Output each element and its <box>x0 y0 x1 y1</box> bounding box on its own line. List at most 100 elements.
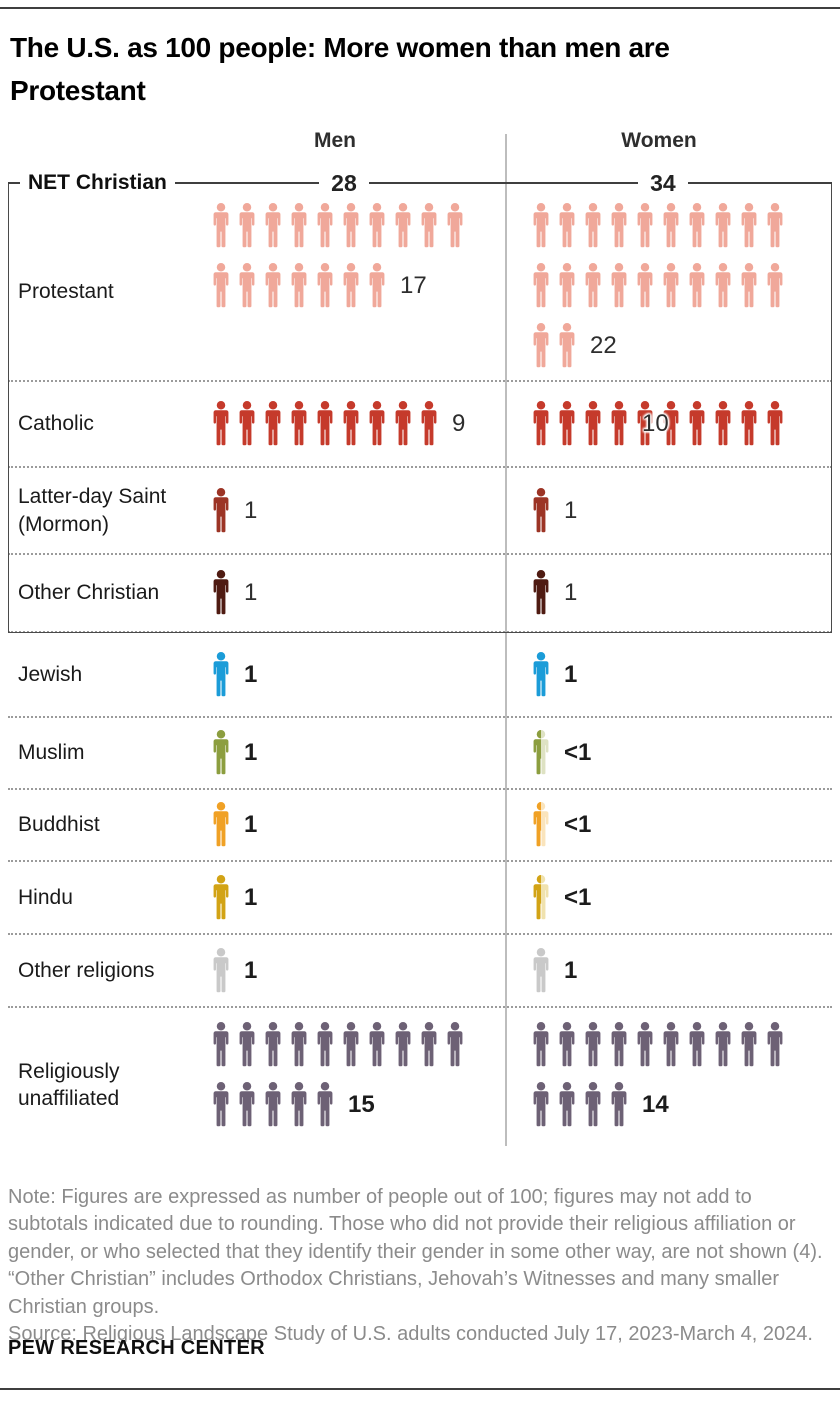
source-text: Source: Religious Landscape Study of U.S… <box>8 1322 813 1345</box>
person-icon <box>608 203 630 249</box>
person-icon <box>686 401 708 447</box>
men-icon-block: 1 <box>210 730 480 776</box>
men-icon-block: 1 <box>210 947 480 994</box>
men-count-label: 1 <box>244 811 258 838</box>
person-icon <box>210 1082 232 1128</box>
person-icon <box>686 1022 708 1068</box>
person-icon <box>314 1082 336 1128</box>
person-icon <box>340 203 362 249</box>
person-icon <box>530 203 552 249</box>
religion-label: Muslim <box>18 741 85 765</box>
women-count-label: <1 <box>564 739 592 766</box>
person-icon <box>236 1022 258 1068</box>
person-icon <box>288 203 310 249</box>
men-cell: 1 <box>200 555 497 631</box>
religion-row-other-christian: Other Christian 1 1 <box>8 555 832 633</box>
women-cell: 10 <box>497 382 832 466</box>
men-icon-block: 1 <box>210 802 480 848</box>
person-icon <box>608 1022 630 1068</box>
religion-row-catholic: Catholic 9 10 <box>8 382 832 468</box>
person-icon <box>530 730 552 776</box>
person-icon <box>262 401 284 447</box>
women-count-label: 1 <box>564 496 578 524</box>
men-count-label: 1 <box>244 496 258 524</box>
women-icon-block: 1 <box>530 570 800 616</box>
women-count-label: 14 <box>642 1091 669 1118</box>
top-rule <box>0 7 840 9</box>
women-icon-block: 1 <box>530 947 800 994</box>
person-icon <box>210 1022 232 1068</box>
column-divider-line <box>505 134 507 1146</box>
person-icon <box>608 263 630 309</box>
women-icon-block: 10 <box>530 401 800 447</box>
person-icon <box>738 263 760 309</box>
religion-label: Catholic <box>18 412 94 436</box>
person-icon <box>366 263 388 309</box>
person-icon <box>392 401 414 447</box>
page-title: The U.S. as 100 people: More women than … <box>10 32 670 107</box>
person-icon <box>530 947 552 994</box>
women-count-label: 1 <box>564 660 578 688</box>
person-icon <box>210 730 232 776</box>
person-icon <box>262 1082 284 1128</box>
person-icon <box>738 203 760 249</box>
pew-research-center-brand: PEW RESEARCH CENTER <box>8 1337 265 1359</box>
religion-label: Other Christian <box>18 581 160 605</box>
women-cell: 14 <box>497 1022 832 1148</box>
person-icon <box>366 401 388 447</box>
footnote-block: Note: Figures are expressed as number of… <box>8 1184 832 1348</box>
men-cell: 1 <box>200 718 497 788</box>
person-icon <box>686 263 708 309</box>
person-icon <box>634 203 656 249</box>
women-cell: 1 <box>497 555 832 631</box>
person-icon <box>314 1022 336 1068</box>
person-icon <box>262 203 284 249</box>
women-cell: 1 <box>497 935 832 1006</box>
person-icon <box>660 1022 682 1068</box>
religion-row-muslim: Muslim 1 <1 <box>8 718 832 790</box>
person-icon <box>530 570 552 616</box>
person-icon <box>392 203 414 249</box>
person-icon <box>444 1022 466 1068</box>
men-icon-block: 17 <box>210 203 480 309</box>
religion-row-other-religions: Other religions 1 1 <box>8 935 832 1008</box>
person-icon <box>314 263 336 309</box>
men-icon-block: 1 <box>210 570 480 616</box>
person-icon <box>686 203 708 249</box>
person-icon <box>608 401 630 447</box>
religion-row-protestant: Protestant 17 22 <box>8 183 832 382</box>
men-count-label: 1 <box>244 883 258 911</box>
person-icon <box>556 323 578 369</box>
person-icon <box>340 401 362 447</box>
person-icon <box>366 203 388 249</box>
person-icon <box>530 1082 552 1128</box>
bottom-rule <box>0 1388 840 1390</box>
men-cell: 1 <box>200 468 497 553</box>
person-icon <box>262 1022 284 1068</box>
person-icon <box>288 263 310 309</box>
religion-row-buddhist: Buddhist 1 <1 <box>8 790 832 862</box>
men-icon-block: 1 <box>210 651 480 698</box>
person-icon <box>530 651 552 698</box>
person-icon <box>210 203 232 249</box>
men-count-label: 9 <box>452 410 466 437</box>
men-count-label: 17 <box>400 272 427 299</box>
men-cell: 15 <box>200 1022 497 1148</box>
women-icon-block: <1 <box>530 802 800 848</box>
women-cell: <1 <box>497 790 832 860</box>
men-count-label: 1 <box>244 579 258 606</box>
person-icon <box>530 874 552 921</box>
women-count-label: 1 <box>564 956 578 984</box>
religion-label: Hindu <box>18 885 73 909</box>
person-icon <box>660 263 682 309</box>
men-cell: 17 <box>200 203 497 380</box>
person-icon <box>530 323 552 369</box>
person-icon <box>418 1022 440 1068</box>
person-icon <box>210 874 232 921</box>
person-icon <box>210 651 232 698</box>
person-icon <box>738 1022 760 1068</box>
person-icon <box>418 203 440 249</box>
religion-label: Other religions <box>18 958 155 982</box>
column-header-women: Women <box>621 129 697 152</box>
person-icon <box>764 1022 786 1068</box>
